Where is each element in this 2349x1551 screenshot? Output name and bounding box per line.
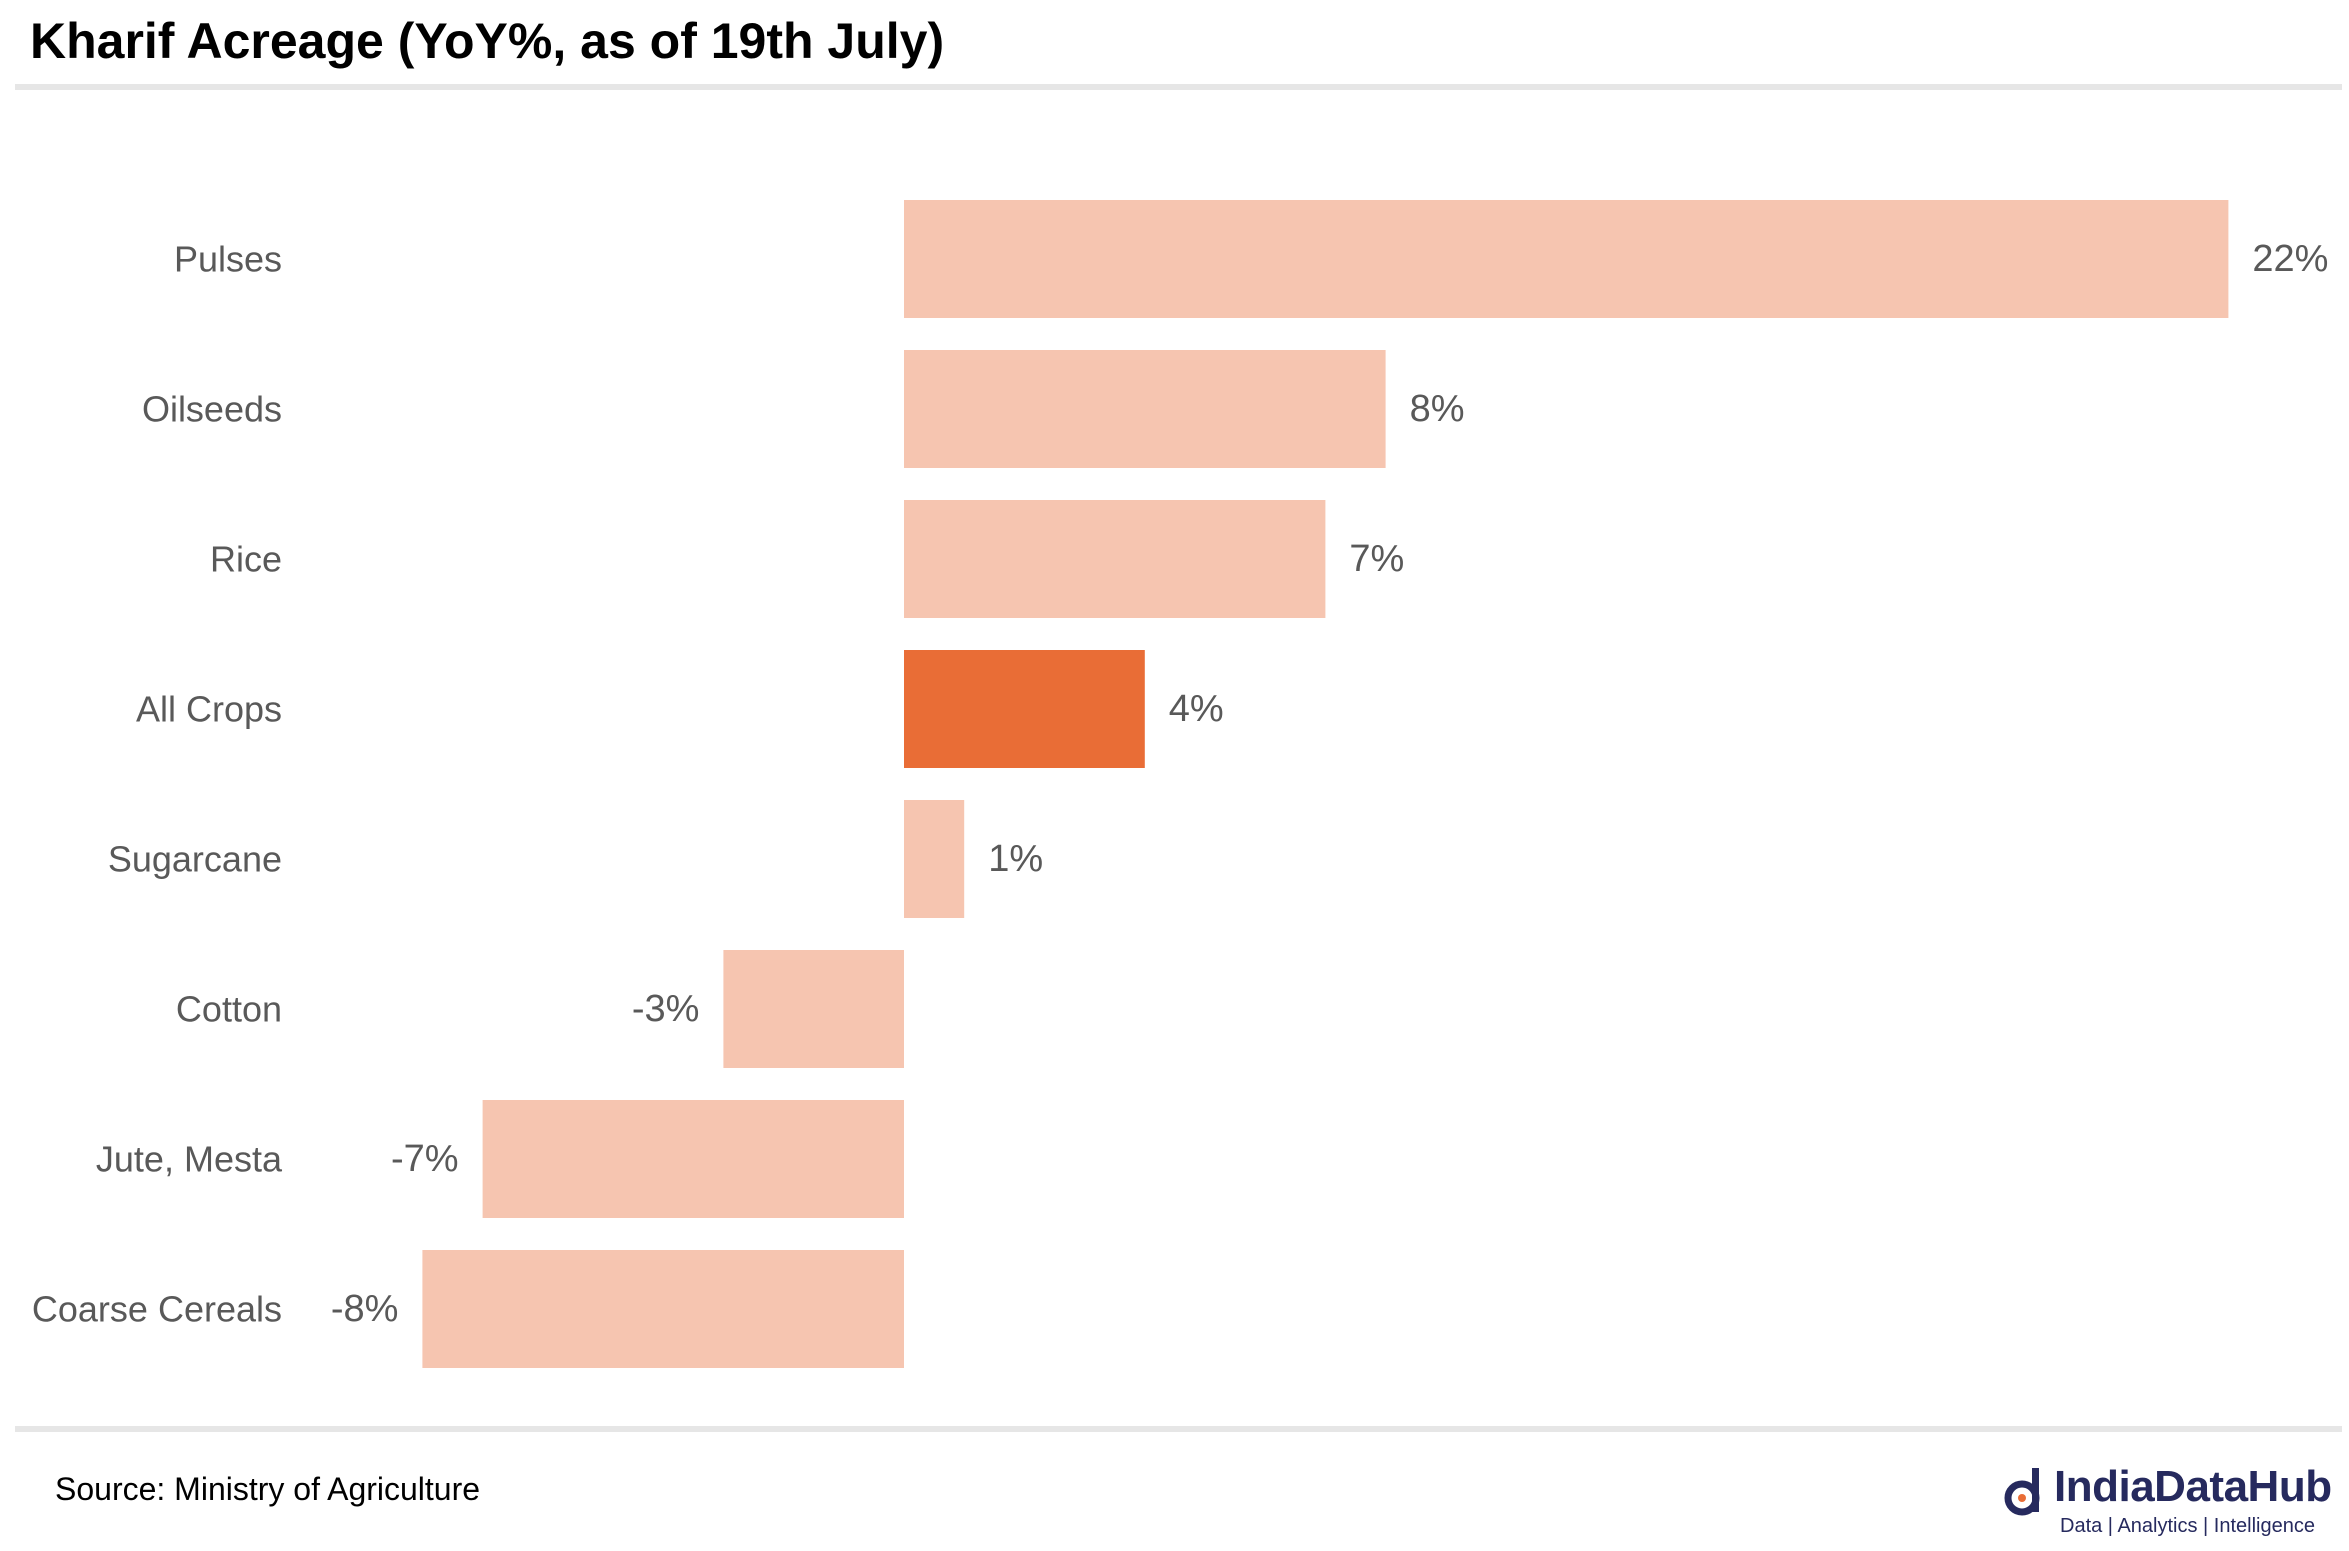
category-label-coarse-cereals: Coarse Cereals bbox=[32, 1289, 282, 1330]
source-note: Source: Ministry of Agriculture bbox=[55, 1471, 481, 1507]
value-label-sugarcane: 1% bbox=[988, 838, 1043, 880]
value-label-pulses: 22% bbox=[2252, 238, 2328, 280]
logo-text: IndiaDataHub bbox=[2054, 1462, 2332, 1511]
bottom-divider bbox=[15, 1426, 2342, 1432]
category-label-sugarcane: Sugarcane bbox=[108, 839, 282, 880]
chart-title: Kharif Acreage (YoY%, as of 19th July) bbox=[30, 13, 945, 69]
value-label-coarse-cereals: -8% bbox=[331, 1288, 399, 1330]
bar-all-crops bbox=[904, 650, 1145, 768]
category-label-rice: Rice bbox=[210, 539, 282, 580]
category-label-oilseeds: Oilseeds bbox=[142, 389, 282, 430]
bar-rice bbox=[904, 500, 1326, 618]
category-label-cotton: Cotton bbox=[176, 989, 282, 1030]
indiadatahub-logo: IndiaDataHub Data | Analytics | Intellig… bbox=[2002, 1462, 2342, 1542]
bar-sugarcane bbox=[904, 800, 965, 918]
logo-tagline: Data | Analytics | Intelligence bbox=[2060, 1515, 2315, 1537]
top-divider bbox=[15, 84, 2342, 90]
category-label-all-crops: All Crops bbox=[136, 689, 282, 730]
logo-mark-icon bbox=[2004, 1468, 2040, 1516]
value-label-rice: 7% bbox=[1349, 538, 1404, 580]
bar-pulses bbox=[904, 200, 2229, 318]
bar-coarse-cereals bbox=[422, 1250, 904, 1368]
bar-cotton bbox=[723, 950, 904, 1068]
value-label-all-crops: 4% bbox=[1169, 688, 1224, 730]
value-label-jute-mesta: -7% bbox=[391, 1138, 459, 1180]
value-label-oilseeds: 8% bbox=[1410, 388, 1465, 430]
category-label-pulses: Pulses bbox=[174, 239, 282, 280]
value-label-cotton: -3% bbox=[632, 988, 700, 1030]
bar-oilseeds bbox=[904, 350, 1386, 468]
bar-jute-mesta bbox=[482, 1100, 904, 1218]
category-label-jute-mesta: Jute, Mesta bbox=[96, 1139, 283, 1180]
bar-chart: Pulses 22% Oilseeds 8% Rice 7% All Crops 4% Suga… bbox=[32, 200, 2328, 1368]
